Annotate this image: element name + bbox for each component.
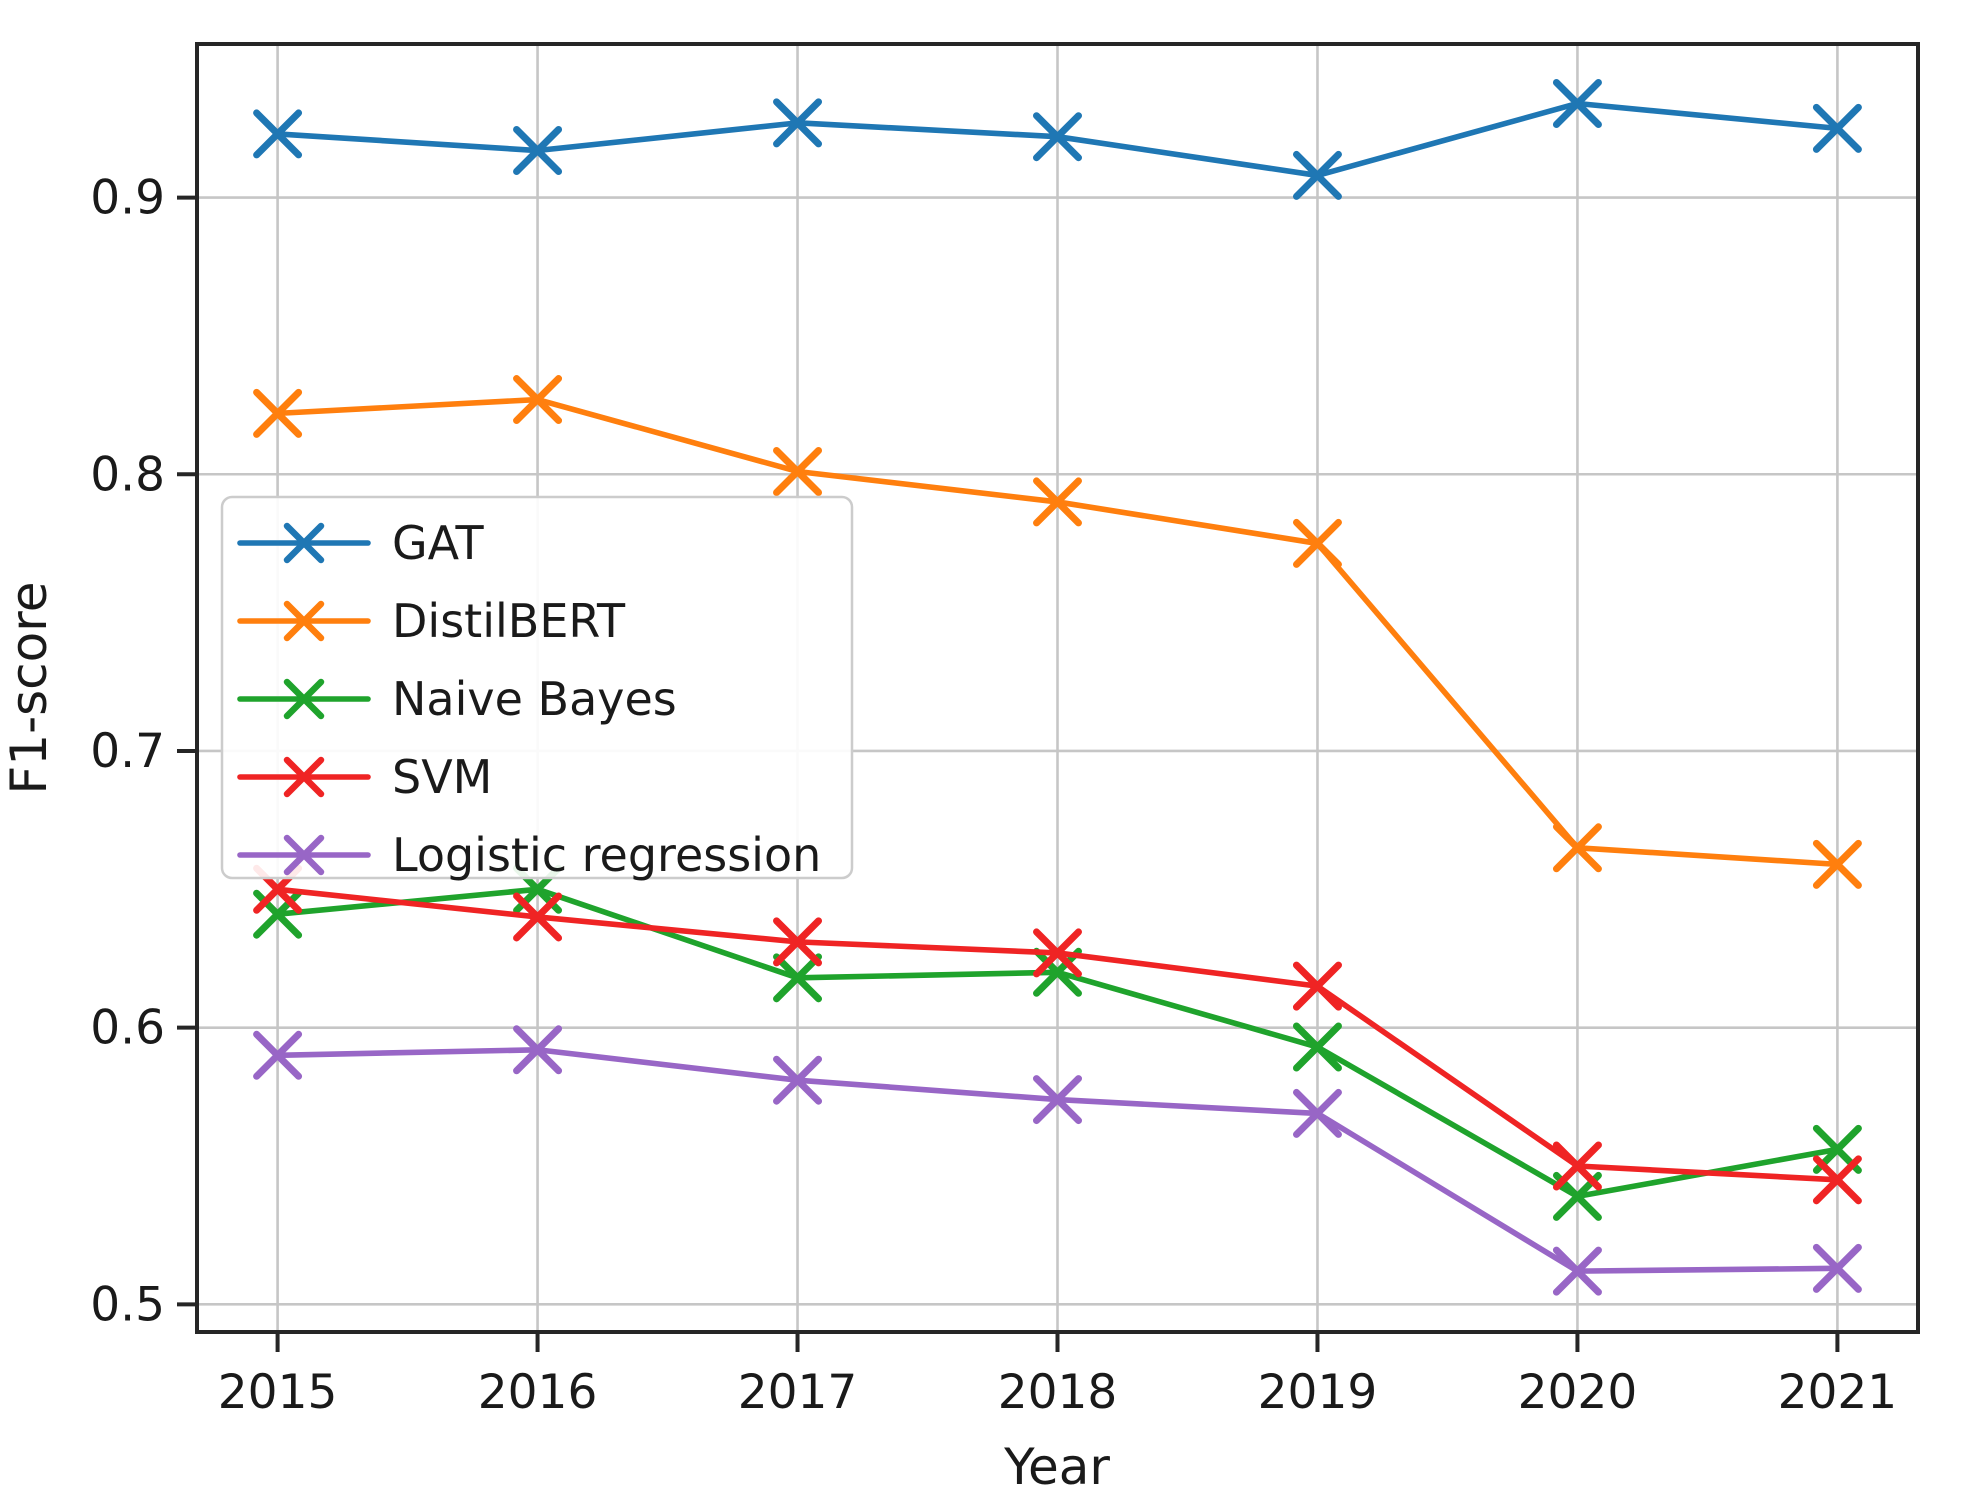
y-tick-label-0.9: 0.9: [90, 171, 165, 226]
legend-item-distilbert: DistilBERT: [237, 594, 626, 648]
legend-label-svm: SVM: [392, 750, 492, 804]
data-point-marker: [1812, 1243, 1862, 1293]
series-markers-gat: [253, 78, 1862, 200]
data-point-marker: [773, 98, 823, 148]
x-tick-label-2019: 2019: [1258, 1365, 1378, 1420]
data-point-marker: [773, 446, 823, 496]
x-tick-label-2020: 2020: [1518, 1365, 1638, 1420]
legend-label-logistic-regression: Logistic regression: [392, 828, 821, 882]
legend-item-naive-bayes: Naive Bayes: [237, 672, 677, 726]
data-point-marker: [1812, 1155, 1862, 1205]
legend-item-gat: GAT: [237, 516, 485, 570]
data-point-marker: [1292, 150, 1342, 200]
data-point-marker: [1552, 78, 1602, 128]
tick-layer: 2015 2016 2017 2018 2019 2020 2021 0.5 0.6 0.7 0.8…: [90, 171, 1897, 1420]
data-point-marker: [1812, 839, 1862, 889]
series-markers-distilbert: [253, 375, 1862, 889]
grid-layer: [197, 44, 1918, 1332]
data-point-marker: [1033, 477, 1082, 527]
legend-marker-x-icon: [283, 756, 325, 798]
legend-marker-x-icon: [283, 834, 325, 876]
legend-marker-x-icon: [283, 522, 325, 564]
data-point-marker: [1812, 103, 1862, 153]
series-layer: [253, 78, 1862, 1296]
x-axis-label: Year: [1003, 1438, 1110, 1496]
data-point-marker: [513, 1025, 563, 1075]
y-tick-label-0.8: 0.8: [90, 447, 165, 502]
data-point-marker: [253, 1030, 303, 1080]
y-tick-label-0.5: 0.5: [90, 1277, 165, 1332]
data-point-marker: [773, 1055, 823, 1105]
data-point-marker: [253, 388, 303, 438]
legend-label-naive-bayes: Naive Bayes: [392, 672, 677, 726]
y-tick-label-0.6: 0.6: [90, 1001, 165, 1056]
data-point-marker: [1033, 928, 1082, 978]
data-point-marker: [773, 953, 823, 1003]
legend-layer: GAT DistilBERT Naive Bayes SVM Logistic regr…: [220, 495, 854, 882]
legend-item-svm: SVM: [237, 750, 492, 804]
x-tick-label-2015: 2015: [218, 1365, 338, 1420]
x-tick-label-2017: 2017: [738, 1365, 858, 1420]
x-tick-label-2021: 2021: [1778, 1365, 1898, 1420]
legend-marker-x-icon: [283, 600, 325, 642]
legend-marker-x-icon: [283, 678, 325, 720]
data-point-marker: [513, 126, 563, 176]
legend-box: [220, 495, 854, 880]
data-point-marker: [1552, 1246, 1602, 1296]
y-tick-label-0.7: 0.7: [90, 724, 165, 779]
legend-label-gat: GAT: [392, 516, 485, 570]
x-tick-label-2018: 2018: [998, 1365, 1118, 1420]
data-point-marker: [1033, 1075, 1082, 1125]
series-markers-logistic-regression: [253, 1025, 1862, 1296]
legend-label-distilbert: DistilBERT: [392, 594, 626, 648]
data-point-marker: [1292, 1088, 1342, 1138]
data-point-marker: [253, 109, 303, 159]
data-point-marker: [773, 917, 823, 967]
legend-item-logistic-regression: Logistic regression: [237, 828, 821, 882]
data-point-marker: [1292, 518, 1342, 568]
x-tick-label-2016: 2016: [478, 1365, 598, 1420]
data-point-marker: [1292, 961, 1342, 1011]
data-point-marker: [1033, 947, 1082, 997]
data-point-marker: [513, 892, 563, 942]
data-point-marker: [1552, 823, 1602, 873]
data-point-marker: [1292, 1022, 1342, 1072]
y-axis-label: F1-score: [0, 582, 58, 795]
data-point-marker: [513, 375, 563, 425]
data-point-marker: [1552, 1141, 1602, 1191]
data-point-marker: [1033, 112, 1082, 162]
